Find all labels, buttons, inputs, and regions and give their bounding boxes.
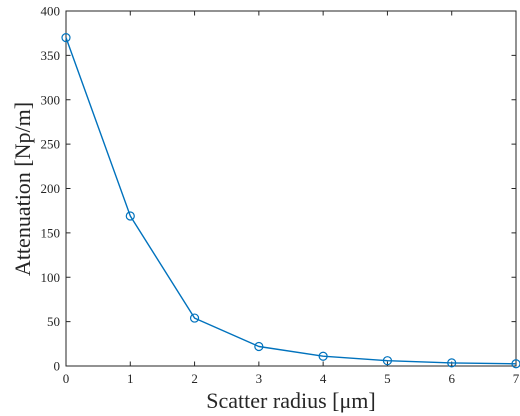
- y-tick-label: 150: [41, 225, 61, 240]
- x-tick-label: 7: [513, 371, 520, 386]
- data-point: [511, 359, 520, 369]
- x-tick-label: 1: [127, 371, 134, 386]
- data-point: [318, 351, 328, 361]
- x-tick-label: 5: [384, 371, 391, 386]
- y-tick-label: 50: [47, 314, 60, 329]
- x-tick-label: 2: [191, 371, 198, 386]
- x-tick-label: 0: [63, 371, 70, 386]
- series-line: [65, 37, 517, 365]
- data-point: [254, 341, 264, 352]
- x-axis-label: Scatter radius [μm]: [206, 388, 375, 413]
- x-tick-label: 6: [448, 371, 455, 386]
- data-point: [382, 356, 393, 366]
- y-tick-label: 0: [54, 359, 61, 374]
- x-tick-label: 4: [320, 371, 327, 386]
- y-tick-label: 200: [41, 181, 61, 196]
- y-tick-label: 250: [41, 137, 61, 152]
- data-point: [61, 33, 71, 43]
- data-point: [447, 358, 457, 368]
- x-tick-label: 3: [256, 371, 263, 386]
- y-tick-label: 400: [41, 4, 61, 19]
- y-tick-label: 100: [41, 270, 61, 285]
- y-tick-label: 350: [41, 48, 61, 63]
- data-point: [125, 211, 135, 221]
- plot-area: 0 1 2 3 4 5 6 7 0 50 100 150 200 250 300 350 400: [41, 4, 520, 386]
- y-axis-label: Attenuation [Np/m]: [10, 102, 35, 276]
- y-tick-label: 300: [41, 92, 61, 107]
- data-point: [189, 313, 200, 323]
